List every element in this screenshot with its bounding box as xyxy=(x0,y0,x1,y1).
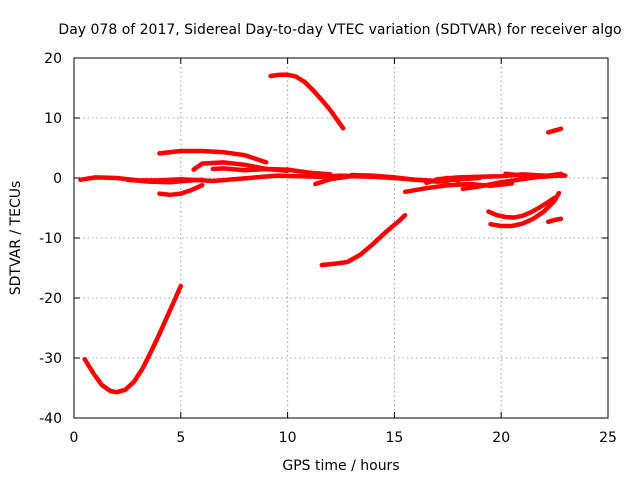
data-series-3 xyxy=(125,177,205,185)
data-series-21 xyxy=(545,216,564,225)
data-series-5 xyxy=(157,182,205,198)
series-layer xyxy=(78,72,568,395)
data-series-18 xyxy=(486,195,557,220)
x-tick-label: 25 xyxy=(599,430,617,446)
axis-ticks xyxy=(73,57,609,419)
x-tick-label: 5 xyxy=(176,430,185,446)
data-series-17 xyxy=(503,171,566,180)
data-series-19 xyxy=(488,190,562,229)
data-series-11 xyxy=(319,212,408,268)
data-series-1 xyxy=(82,283,184,395)
tick-labels: 0 5 10 15 20 25 -40 -30 -20 -10 0 10 20 xyxy=(39,51,617,446)
y-tick-label: -20 xyxy=(39,291,62,307)
grid-lines xyxy=(74,58,608,418)
y-tick-label: 0 xyxy=(53,171,62,187)
data-series-20 xyxy=(545,126,564,135)
data-series-8 xyxy=(210,173,365,184)
x-tick-label: 15 xyxy=(385,430,403,446)
x-tick-label: 10 xyxy=(279,430,297,446)
x-axis-label: GPS time / hours xyxy=(282,458,399,474)
data-series-7 xyxy=(210,166,333,177)
x-tick-label: 0 xyxy=(70,430,79,446)
y-tick-label: 20 xyxy=(44,51,62,67)
y-axis-label: SDTVAR / TECUs xyxy=(8,181,24,296)
chart-title: Day 078 of 2017, Sidereal Day-to-day VTE… xyxy=(58,22,621,38)
x-tick-label: 20 xyxy=(492,430,510,446)
data-series-9 xyxy=(268,72,346,131)
y-tick-label: -10 xyxy=(39,231,62,247)
y-tick-label: 10 xyxy=(44,111,62,127)
data-series-4 xyxy=(157,148,269,165)
y-tick-label: -40 xyxy=(39,411,62,427)
y-tick-label: -30 xyxy=(39,351,62,367)
